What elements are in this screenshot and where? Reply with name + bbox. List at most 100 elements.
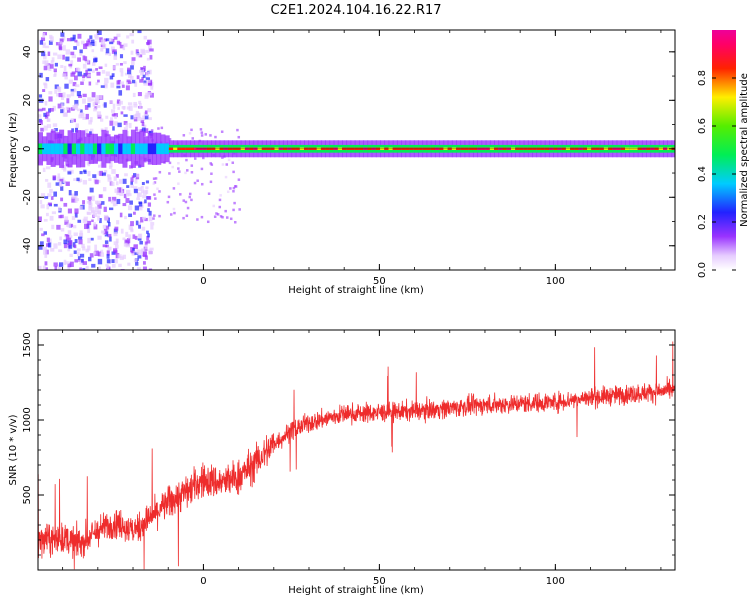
spectrogram-noise-cell <box>132 92 136 98</box>
spectrogram-noise-cell <box>119 81 125 85</box>
spectrogram-noise-cell <box>67 265 71 270</box>
spectrogram-ridge-core <box>181 147 187 150</box>
spectrogram-noise-cell <box>84 56 88 62</box>
spectrogram-noise-cell <box>138 224 141 229</box>
spectrogram-noise-cell <box>101 172 106 176</box>
spectrogram-noise-cell <box>200 134 204 137</box>
spectrogram-noise-cell <box>122 254 127 260</box>
spectrogram-noise-cell <box>43 218 48 222</box>
spectrogram-noise-cell <box>65 56 70 62</box>
spectrogram-noise-cell <box>57 264 62 270</box>
spectrogram-noise-cell <box>106 265 110 270</box>
spectrogram-noise-cell <box>186 206 190 210</box>
spectrogram-noise-cell <box>39 72 43 78</box>
spectrogram-noise-cell <box>204 133 208 136</box>
spectrogram-noise-cell <box>38 94 43 98</box>
spectrogram-noise-cell <box>226 216 229 219</box>
spectrogram-noise-cell <box>169 213 173 216</box>
spectrogram-noise-cell <box>98 194 103 198</box>
spectrogram-noise-cell <box>78 239 83 245</box>
spectrogram-ridge-band <box>156 143 162 155</box>
spectrogram-noise-cell <box>58 44 62 50</box>
spectrogram-noise-cell <box>137 116 142 121</box>
spectrogram-noise-cell <box>146 57 150 61</box>
spectrogram-noise-cell <box>141 122 145 127</box>
spectrogram-noise-cell <box>90 117 93 123</box>
spectrogram-noise-cell <box>47 182 52 188</box>
spectrogram-noise-cell <box>97 203 102 209</box>
spectrogram-noise-cell <box>119 62 123 66</box>
spectrogram-noise-cell <box>47 51 51 56</box>
spectrogram-noise-cell <box>77 33 82 39</box>
spectrogram-noise-cell <box>57 103 62 109</box>
spectrogram-noise-cell <box>136 75 140 80</box>
spectrogram-noise-cell <box>48 40 53 45</box>
spectrogram-noise-cell <box>96 71 101 76</box>
snr-xlabel: Height of straight line (km) <box>288 585 424 596</box>
spectrogram-noise-cell <box>108 38 113 44</box>
spectrogram-noise-cell <box>138 69 142 73</box>
spectrogram-noise-cell <box>123 61 127 65</box>
spectrogram-noise-cell <box>68 235 73 238</box>
spectrogram-noise-cell <box>71 71 76 75</box>
spectrogram-noise-cell <box>84 129 89 134</box>
spectrogram-noise-cell <box>112 126 115 131</box>
spectrogram-noise-cell <box>111 263 116 268</box>
spectrogram-noise-cell <box>113 121 118 126</box>
colorbar-tick-label: 0.0 <box>697 262 708 278</box>
spectrogram-noise-cell <box>111 169 116 174</box>
spectrogram-noise-cell <box>43 54 47 60</box>
spectrogram-noise-cell <box>82 98 86 104</box>
spectrogram-noise-cell <box>68 190 72 196</box>
spectrogram-noise-cell <box>82 218 87 223</box>
spectrogram-noise-cell <box>77 71 82 77</box>
spectrogram-noise-cell <box>48 108 51 113</box>
spectrogram-noise-cell <box>126 79 131 83</box>
spectrogram-noise-cell <box>72 105 76 110</box>
spectrogram-noise-cell <box>91 195 95 202</box>
spectrogram-noise-cell <box>113 54 118 60</box>
colorbar-tick-label: 0.4 <box>697 166 708 182</box>
spectrogram-noise-cell <box>127 69 132 75</box>
spectrogram-noise-cell <box>42 89 46 92</box>
spectrogram-noise-cell <box>88 120 92 125</box>
spectrogram-noise-cell <box>78 94 82 99</box>
spectrogram-noise-cell <box>69 253 73 258</box>
spectrogram-noise-cell <box>53 203 58 207</box>
spectrogram-noise-cell <box>154 177 158 180</box>
spectrogram-noise-cell <box>38 108 43 112</box>
spectrogram-noise-cell <box>232 190 235 193</box>
spectrogram-noise-cell <box>140 186 144 189</box>
spectrogram-noise-cell <box>98 66 103 70</box>
spectrogram-noise-cell <box>64 76 68 80</box>
spectrogram-noise-cell <box>73 118 76 123</box>
spectrogram-noise-cell <box>73 88 77 93</box>
spectrogram-noise-cell <box>63 243 67 249</box>
spectrogram-noise-cell <box>76 248 81 252</box>
spectrogram-noise-cell <box>91 92 96 98</box>
spectrogram-noise-cell <box>39 227 43 231</box>
spectrogram-noise-cell <box>61 94 65 100</box>
spectrogram-noise-cell <box>60 197 64 202</box>
spectrogram-noise-cell <box>131 175 135 179</box>
spectrogram-noise-cell <box>103 206 107 212</box>
spectrogram-noise-cell <box>147 196 152 200</box>
spectrogram-noise-cell <box>150 129 154 132</box>
spectrogram-noise-cell <box>110 199 114 204</box>
spectrogram-noise-cell <box>209 180 213 184</box>
spectrogram-noise-cell <box>108 196 111 202</box>
spectrogram-noise-cell <box>88 178 92 182</box>
spectrogram-noise-cell <box>60 228 65 232</box>
spectrogram-noise-cell <box>142 74 146 78</box>
spectrogram-noise-cell <box>138 54 143 58</box>
spectrogram-noise-cell <box>53 128 58 132</box>
spectrogram-noise-cell <box>79 170 83 175</box>
spectrogram-noise-cell <box>113 231 118 237</box>
spectrogram-noise-cell <box>128 224 132 230</box>
spectrogram-noise-cell <box>111 196 117 202</box>
spectrogram-noise-cell <box>136 173 140 178</box>
spectrogram-noise-cell <box>119 54 124 59</box>
snr-ylabel: SNR (10 * v/v) <box>8 414 19 485</box>
spectrogram-noise-cell <box>65 106 69 111</box>
spectrogram-noise-cell <box>51 224 55 230</box>
